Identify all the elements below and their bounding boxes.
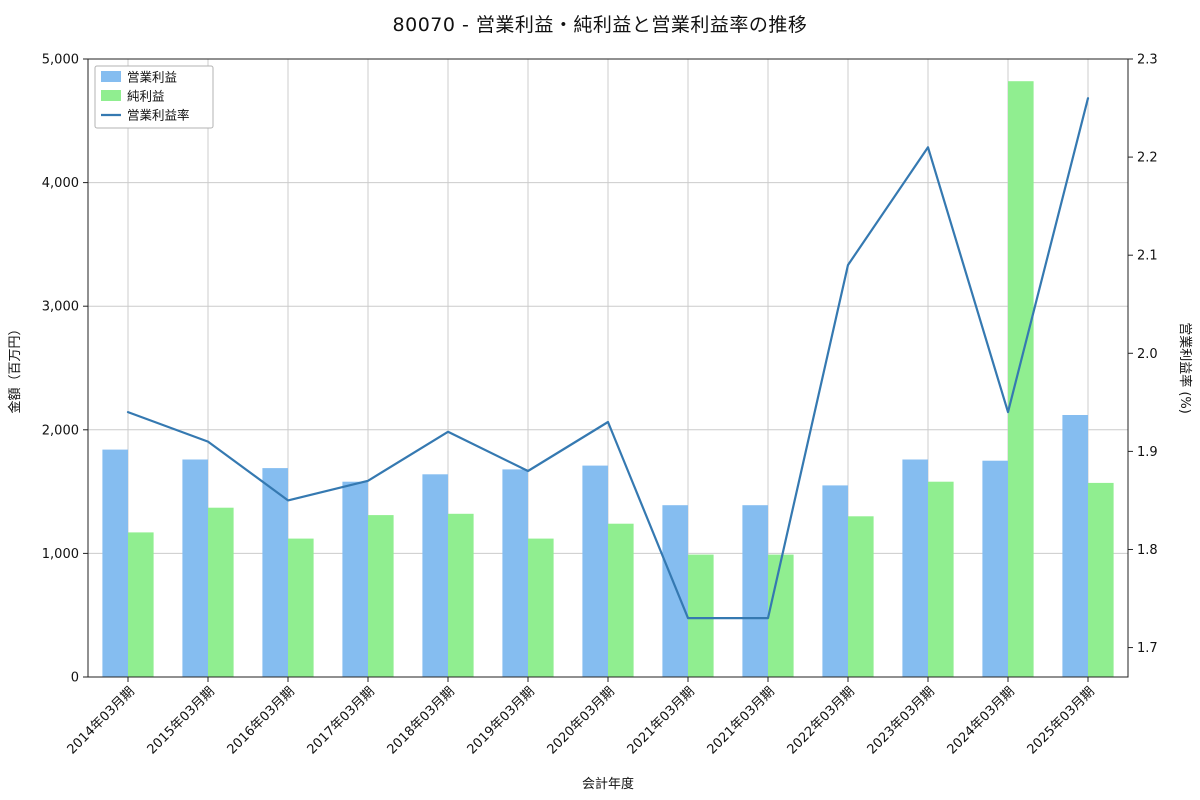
- bar: [208, 507, 234, 677]
- bar: [582, 465, 608, 677]
- bar: [448, 513, 474, 677]
- bar: [528, 538, 554, 677]
- bar: [342, 481, 368, 677]
- bar: [288, 538, 314, 677]
- bar: [422, 474, 448, 677]
- x-tick-label: 2015年03月期: [145, 684, 218, 757]
- x-tick-label: 2014年03月期: [65, 684, 138, 757]
- x-tick-label: 2016年03月期: [225, 684, 298, 757]
- chart-title: 80070 - 営業利益・純利益と営業利益率の推移: [392, 14, 808, 36]
- x-axis: 2014年03月期 2015年03月期 2016年03月期 2017年03月期 2018…: [65, 677, 1098, 758]
- bar: [182, 459, 208, 677]
- bar: [928, 481, 954, 677]
- y-tick-label-right: 2.3: [1137, 53, 1158, 68]
- y-tick-label-right: 2.2: [1137, 151, 1158, 166]
- bar: [368, 515, 394, 677]
- legend-label: 純利益: [127, 89, 165, 104]
- legend-box: [94, 65, 214, 129]
- x-tick-label: 2019年03月期: [465, 684, 538, 757]
- bar: [262, 468, 288, 677]
- line-operating-margin: [126, 97, 1090, 620]
- x-tick-label: 2024年03月期: [945, 684, 1018, 757]
- y-tick-label-left: 5,000: [42, 53, 79, 68]
- x-tick-label: 2021年03月期: [705, 684, 778, 757]
- y-axis-label-right: 営業利益率 (%): [1177, 322, 1193, 414]
- bar: [1008, 81, 1034, 677]
- legend-label: 営業利益率: [127, 108, 190, 123]
- y-tick-label-left: 0: [71, 671, 79, 686]
- x-tick-label: 2023年03月期: [865, 684, 938, 757]
- bar-series-operating-profit: [102, 415, 1088, 677]
- y-tick-label-right: 1.9: [1137, 445, 1158, 460]
- bar: [742, 505, 768, 677]
- y-tick-label-left: 1,000: [42, 547, 79, 562]
- bar-series-net-profit: [128, 81, 1114, 677]
- x-tick-label: 2017年03月期: [305, 684, 378, 757]
- x-tick-label: 2025年03月期: [1025, 684, 1098, 757]
- bar: [982, 460, 1008, 677]
- bar: [128, 532, 154, 677]
- bar: [1088, 482, 1114, 677]
- y-tick-label-left: 2,000: [42, 423, 79, 438]
- x-tick-label: 2018年03月期: [385, 684, 458, 757]
- bar: [848, 516, 874, 677]
- y-tick-label-right: 1.7: [1137, 641, 1158, 656]
- y-axis-left: 0 1,000 2,000 3,000 4,000 5,000: [42, 53, 88, 686]
- y-tick-label-left: 4,000: [42, 176, 79, 191]
- bar: [102, 449, 128, 677]
- bar: [902, 459, 928, 677]
- bar: [1062, 415, 1088, 677]
- legend-swatch-net-profit: [101, 90, 121, 101]
- y-axis-label-left: 金額（百万円）: [7, 322, 23, 413]
- x-tick-label: 2020年03月期: [545, 684, 618, 757]
- y-tick-label-right: 2.0: [1137, 347, 1158, 362]
- x-tick-label: 2021年03月期: [625, 684, 698, 757]
- y-tick-label-left: 3,000: [42, 300, 79, 315]
- y-tick-label-right: 1.8: [1137, 543, 1158, 558]
- bar: [688, 554, 714, 677]
- y-tick-label-right: 2.1: [1137, 249, 1158, 264]
- bar: [768, 554, 794, 677]
- x-axis-label: 会計年度: [582, 776, 634, 792]
- bar: [502, 469, 528, 677]
- legend-label: 営業利益: [127, 70, 177, 85]
- legend-swatch-operating-profit: [101, 71, 121, 82]
- x-tick-label: 2022年03月期: [785, 684, 858, 757]
- y-axis-right: 1.7 1.8 1.9 2.0 2.1 2.2 2.3: [1128, 53, 1158, 656]
- bar: [822, 485, 848, 677]
- bar: [662, 505, 688, 677]
- bar: [608, 523, 634, 677]
